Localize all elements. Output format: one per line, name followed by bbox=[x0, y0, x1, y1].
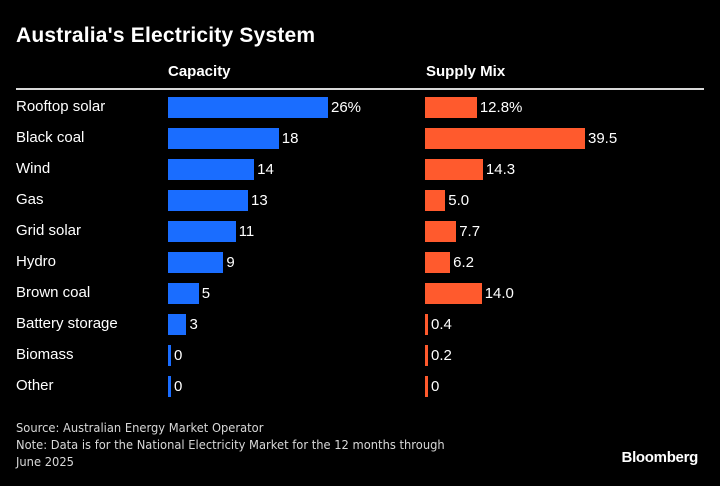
supply-mix-bar bbox=[425, 159, 483, 180]
capacity-value-label: 18 bbox=[281, 130, 299, 147]
category-label: Battery storage bbox=[16, 315, 118, 332]
supply-mix-bar bbox=[425, 128, 585, 149]
supply-mix-value-label: 14.0 bbox=[484, 285, 514, 302]
capacity-header: Capacity bbox=[168, 63, 231, 80]
capacity-bar bbox=[168, 252, 224, 273]
supply-mix-bar bbox=[425, 314, 428, 335]
supply-mix-bar bbox=[425, 283, 482, 304]
capacity-value-label: 13 bbox=[251, 192, 268, 209]
supply-mix-value-label: 14.3 bbox=[485, 161, 516, 178]
capacity-bar bbox=[168, 159, 255, 180]
supply-mix-value-label: 12.8% bbox=[479, 99, 523, 116]
capacity-value-label: 11 bbox=[238, 223, 255, 240]
capacity-value-label: 14 bbox=[257, 161, 274, 178]
category-label: Biomass bbox=[16, 346, 74, 363]
supply-mix-value-label: 0.2 bbox=[431, 347, 452, 364]
category-label: Other bbox=[16, 377, 54, 394]
supply-mix-value-label: 39.5 bbox=[588, 130, 618, 147]
supply-mix-value-label: 7.7 bbox=[459, 223, 481, 240]
supply-mix-value-label: 0 bbox=[431, 378, 440, 395]
capacity-value-label: 5 bbox=[201, 285, 211, 302]
data-note-cont: June 2025 bbox=[16, 454, 74, 469]
capacity-bar bbox=[168, 345, 171, 366]
capacity-bar bbox=[168, 128, 279, 149]
category-label: Black coal bbox=[16, 129, 85, 146]
supply-mix-value-label: 0.4 bbox=[431, 316, 452, 333]
supply-mix-bar bbox=[425, 221, 457, 242]
capacity-bar bbox=[168, 314, 187, 335]
chart-title: Australia's Electricity System bbox=[16, 24, 316, 47]
capacity-value-label: 3 bbox=[189, 316, 198, 333]
category-label: Gas bbox=[16, 191, 44, 208]
capacity-value-label: 0 bbox=[174, 378, 183, 395]
supply-mix-header: Supply Mix bbox=[426, 63, 506, 80]
capacity-bar bbox=[168, 376, 171, 397]
capacity-value-label: 26% bbox=[331, 99, 362, 116]
category-label: Brown coal bbox=[16, 284, 91, 301]
supply-mix-value-label: 6.2 bbox=[453, 254, 474, 271]
supply-mix-bar bbox=[425, 252, 451, 273]
supply-mix-value-label: 5.0 bbox=[448, 192, 470, 209]
supply-mix-bar bbox=[425, 345, 428, 366]
capacity-bar bbox=[168, 283, 199, 304]
category-label: Hydro bbox=[16, 253, 57, 270]
category-label: Rooftop solar bbox=[16, 98, 106, 115]
supply-mix-bar bbox=[425, 190, 446, 211]
header-divider bbox=[16, 88, 704, 90]
data-note: Note: Data is for the National Electrici… bbox=[16, 437, 445, 452]
category-label: Wind bbox=[16, 160, 51, 177]
capacity-bar bbox=[168, 221, 236, 242]
supply-mix-bar bbox=[425, 376, 428, 397]
capacity-bar bbox=[168, 97, 328, 118]
bloomberg-logo: Bloomberg bbox=[621, 449, 699, 466]
capacity-bar bbox=[168, 190, 248, 211]
capacity-value-label: 0 bbox=[174, 347, 183, 364]
category-label: Grid solar bbox=[16, 222, 82, 239]
source-note: Source: Australian Energy Market Operato… bbox=[16, 420, 264, 435]
supply-mix-bar bbox=[425, 97, 477, 118]
capacity-value-label: 9 bbox=[226, 254, 235, 271]
